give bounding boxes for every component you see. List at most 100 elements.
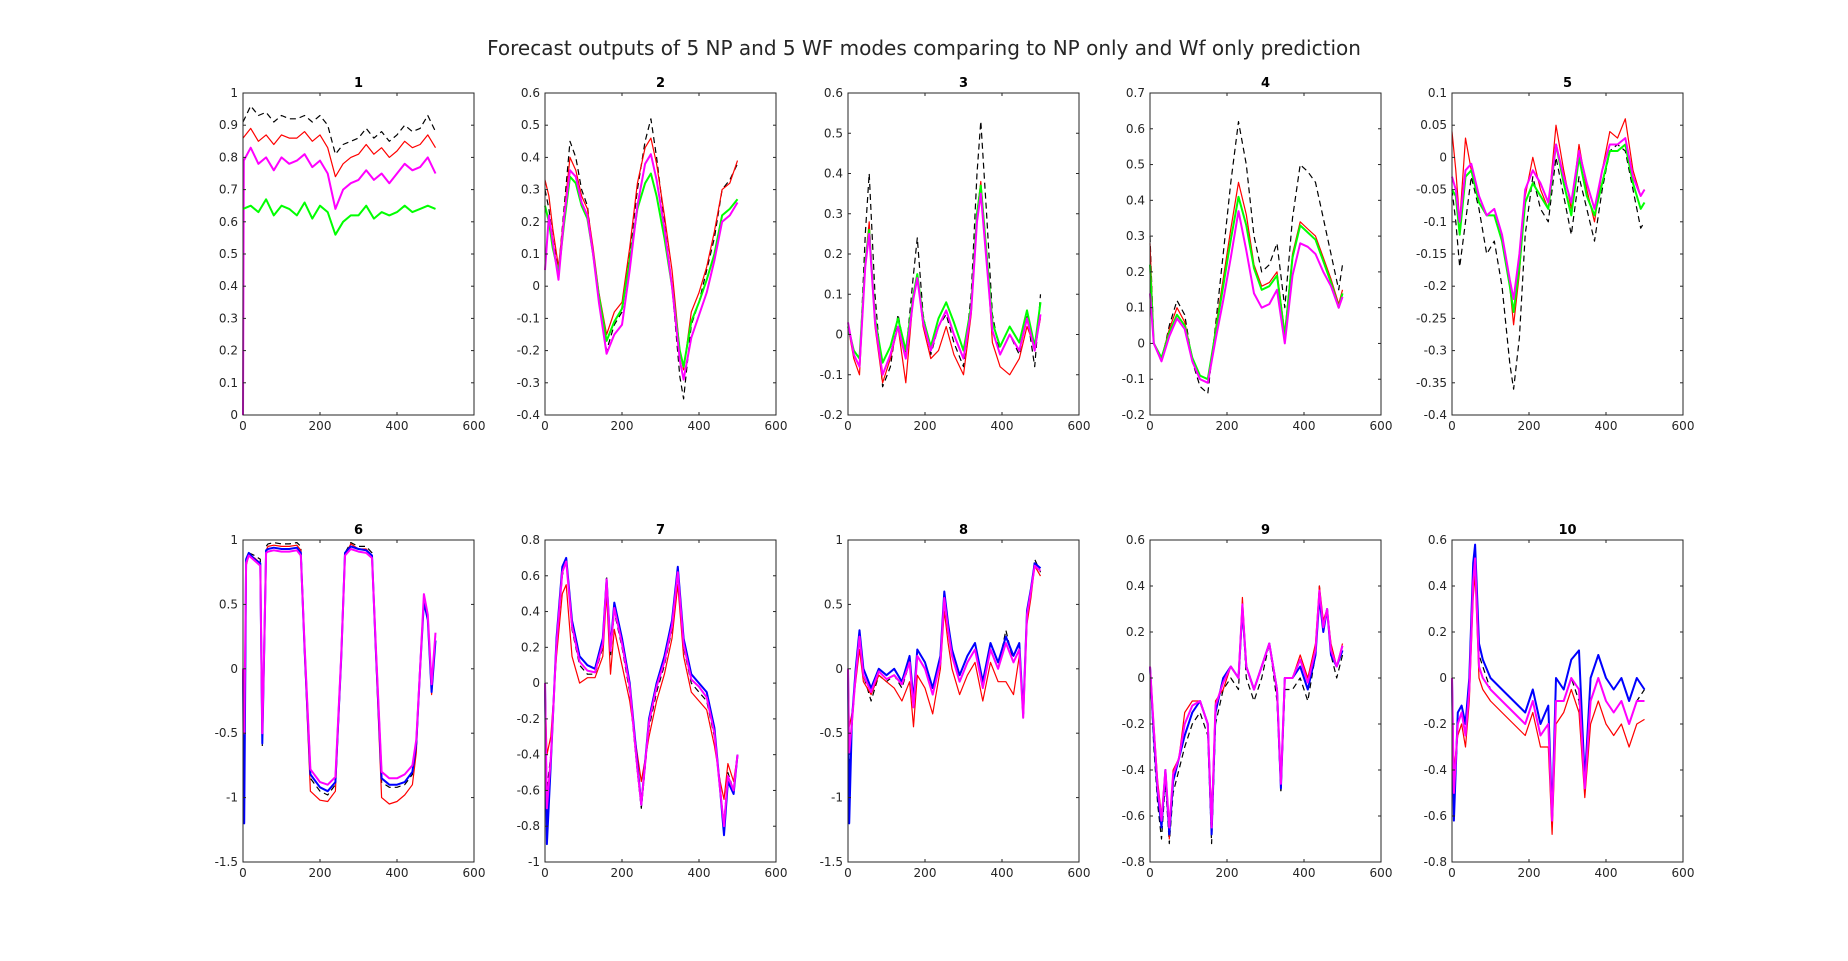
axes-box bbox=[1451, 539, 1684, 863]
y-tick-label: 0.8 bbox=[219, 150, 238, 164]
y-tick-label: 0.3 bbox=[1126, 229, 1145, 243]
x-tick-label: 0 bbox=[239, 419, 247, 433]
y-tick-label: -0.5 bbox=[215, 726, 238, 740]
plot-area bbox=[1150, 540, 1381, 862]
y-tick-label: 0.4 bbox=[219, 279, 238, 293]
y-tick-label: 0.1 bbox=[219, 376, 238, 390]
y-tick-label: 1 bbox=[835, 533, 843, 547]
y-tick-label: -0.6 bbox=[1122, 809, 1145, 823]
y-tick-label: -0.6 bbox=[1424, 809, 1447, 823]
x-tick-label: 0 bbox=[239, 866, 247, 880]
y-tick-label: 0 bbox=[230, 408, 238, 422]
subplot-5: 0 200 400 600-0.4-0.35-0.3-0.25-0.2-0.15-0.… bbox=[1416, 76, 1695, 433]
y-tick-label: -0.8 bbox=[1424, 855, 1447, 869]
subplot-title: 4 bbox=[1261, 76, 1270, 91]
y-tick-label: 0.2 bbox=[1126, 625, 1145, 639]
series-line-green bbox=[242, 198, 436, 236]
series-line-magenta bbox=[1149, 210, 1344, 384]
subplot-10: 0 200 400 600 -0.8 -0.6 -0.4 -0.2 0 0.2 0.4 0.6 10 bbox=[1424, 523, 1695, 880]
x-tick-label: 600 bbox=[463, 866, 486, 880]
y-tick-label: 0.2 bbox=[219, 344, 238, 358]
x-tick-label: 400 bbox=[991, 419, 1014, 433]
x-tick-label: 400 bbox=[1293, 866, 1316, 880]
y-tick-label: -0.2 bbox=[820, 408, 843, 422]
y-tick-label: 0.5 bbox=[824, 597, 843, 611]
series-line-magenta bbox=[544, 153, 739, 381]
subplot-8: 0 200 400 600 -1.5 -1 -0.5 0 0.5 1 8 bbox=[820, 523, 1091, 880]
x-tick-label: 200 bbox=[1216, 866, 1239, 880]
subplot-6: 0 200 400 600 -1.5 -1 -0.5 0 0.5 1 6 bbox=[215, 523, 486, 880]
y-tick-label: -0.2 bbox=[517, 344, 540, 358]
y-tick-label: 0 bbox=[1137, 671, 1145, 685]
y-tick-label: 0.7 bbox=[1126, 86, 1145, 100]
x-tick-label: 0 bbox=[1146, 419, 1154, 433]
y-tick-label: -0.35 bbox=[1416, 376, 1447, 390]
y-tick-label: -0.2 bbox=[1424, 279, 1447, 293]
x-tick-label: 600 bbox=[765, 419, 788, 433]
x-tick-label: 600 bbox=[1672, 866, 1695, 880]
plot-area bbox=[243, 540, 474, 862]
subplot-3: 0 200 400 600 -0.2 -0.1 0 0.1 0.2 0.3 0.4 0.5 0.6 3 bbox=[820, 76, 1091, 433]
y-tick-label: 0.1 bbox=[1126, 301, 1145, 315]
x-tick-label: 600 bbox=[765, 866, 788, 880]
y-tick-label: -1 bbox=[831, 791, 843, 805]
y-tick-label: -0.8 bbox=[1122, 855, 1145, 869]
x-tick-label: 200 bbox=[1216, 419, 1239, 433]
figure-title: Forecast outputs of 5 NP and 5 WF modes … bbox=[487, 36, 1361, 60]
x-tick-label: 0 bbox=[844, 866, 852, 880]
series-line-red bbox=[1149, 181, 1344, 384]
y-tick-label: 0.5 bbox=[219, 597, 238, 611]
x-tick-label: 600 bbox=[1370, 419, 1393, 433]
y-tick-label: -1.5 bbox=[820, 855, 843, 869]
series-line-magenta bbox=[1451, 137, 1646, 301]
subplot-9: 0 200 400 600 -0.8 -0.6 -0.4 -0.2 0 0.2 0.4 0.6 9 bbox=[1122, 523, 1393, 880]
x-tick-label: 200 bbox=[611, 866, 634, 880]
x-tick-label: 600 bbox=[1370, 866, 1393, 880]
series-line-magenta bbox=[242, 146, 437, 416]
y-tick-label: 0.6 bbox=[1428, 533, 1447, 547]
y-tick-label: -0.3 bbox=[517, 376, 540, 390]
y-tick-label: 0 bbox=[230, 662, 238, 676]
y-tick-label: -0.1 bbox=[820, 368, 843, 382]
y-tick-label: 1 bbox=[230, 86, 238, 100]
x-tick-label: 0 bbox=[1448, 866, 1456, 880]
y-tick-label: -1.5 bbox=[215, 855, 238, 869]
y-tick-label: 0.2 bbox=[1428, 625, 1447, 639]
y-tick-label: 0.4 bbox=[521, 150, 540, 164]
axes-box bbox=[1149, 539, 1382, 863]
plot-area bbox=[848, 540, 1079, 862]
y-tick-label: -0.5 bbox=[820, 726, 843, 740]
y-tick-label: 0.3 bbox=[521, 183, 540, 197]
series-line-green bbox=[1451, 143, 1646, 313]
plot-area bbox=[545, 540, 776, 862]
x-tick-label: 200 bbox=[914, 866, 937, 880]
y-tick-label: 0 bbox=[835, 662, 843, 676]
x-tick-label: 400 bbox=[1293, 419, 1316, 433]
y-tick-label: -0.1 bbox=[517, 311, 540, 325]
y-tick-label: 0.3 bbox=[219, 311, 238, 325]
y-tick-label: -0.2 bbox=[517, 712, 540, 726]
x-tick-label: 200 bbox=[611, 419, 634, 433]
x-tick-label: 600 bbox=[1068, 419, 1091, 433]
series-line-green bbox=[1149, 195, 1344, 381]
y-tick-label: 0.1 bbox=[824, 287, 843, 301]
x-tick-label: 400 bbox=[688, 866, 711, 880]
subplot-title: 2 bbox=[656, 76, 665, 91]
subplot-title: 5 bbox=[1563, 76, 1572, 91]
plot-area bbox=[243, 93, 474, 415]
y-tick-label: 0.4 bbox=[521, 605, 540, 619]
y-tick-label: 0 bbox=[835, 328, 843, 342]
y-tick-label: 0.8 bbox=[521, 533, 540, 547]
x-tick-label: 400 bbox=[1595, 866, 1618, 880]
y-tick-label: 0.5 bbox=[1126, 158, 1145, 172]
y-tick-label: 0.5 bbox=[521, 118, 540, 132]
series-line-magenta bbox=[544, 560, 739, 828]
x-tick-label: 400 bbox=[688, 419, 711, 433]
y-tick-label: -0.2 bbox=[1424, 717, 1447, 731]
x-tick-label: 200 bbox=[309, 419, 332, 433]
y-tick-label: 0.4 bbox=[1428, 579, 1447, 593]
subplot-1: 0 200 400 600 0 0.1 0.2 0.3 0.4 0.5 0.6 0.7 0.8 0.9 1 1 bbox=[219, 76, 486, 433]
y-tick-label: 0.9 bbox=[219, 118, 238, 132]
axes-box bbox=[847, 539, 1080, 863]
y-tick-label: 0.4 bbox=[824, 167, 843, 181]
